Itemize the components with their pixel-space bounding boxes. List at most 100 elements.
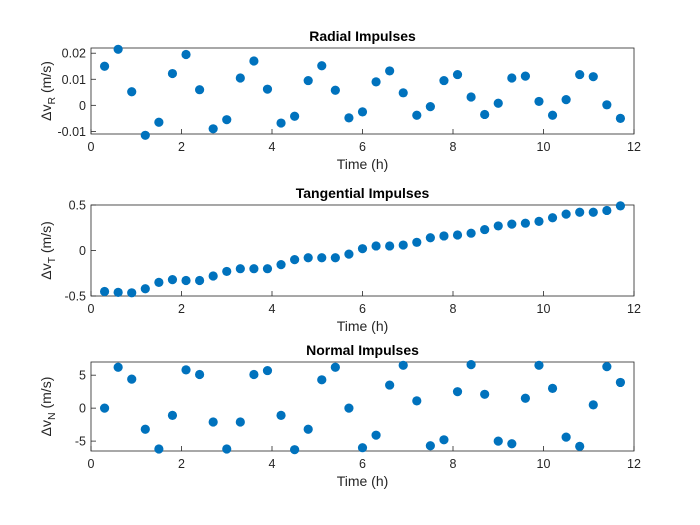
normal-x-tick-label: 8 [450,457,457,471]
normal-x-tick-label: 6 [359,457,366,471]
normal-chart-title: Normal Impulses [306,342,419,358]
normal-data-point [181,365,191,375]
tangential-data-point [262,264,273,274]
tangential-data-point [547,213,558,223]
normal-data-point [249,369,259,380]
normal-data-point [113,362,123,372]
radial-x-tick-label: 2 [178,140,185,154]
normal-data-point [547,383,558,393]
radial-data-point [127,87,137,97]
radial-chart-title: Radial Impulses [309,28,416,44]
radial-data-point [534,96,544,107]
radial-data-point [344,113,354,123]
tangential-x-axis-label: Time (h) [337,318,389,334]
tangential-y-axis-label: ΔvT (m/s) [38,221,58,280]
radial-x-tick-label: 0 [88,140,95,154]
radial-data-point [412,110,422,120]
tangential-data-point [208,271,218,281]
tangential-data-point [507,219,517,229]
normal-data-point [167,410,178,420]
tangential-y-axis-label-subscript: T [46,256,58,263]
tangential-data-point [222,266,232,277]
normal-axes-frame [90,361,635,452]
normal-data-point [615,377,626,388]
tangential-data-point [113,287,123,297]
radial-x-tick-label: 6 [359,140,366,154]
tangential-data-point [425,233,435,243]
radial-x-tick-label: 8 [450,140,457,154]
tangential-x-tick-label: 6 [359,302,366,316]
normal-data-point [412,396,422,406]
normal-data-point [385,380,395,390]
radial-data-point [208,124,218,134]
radial-data-point [398,88,408,98]
normal-x-axis-label: Time (h) [337,473,389,489]
tangential-data-point [493,221,503,231]
normal-x-tick-label: 0 [88,457,95,471]
tangential-y-axis-label-unit: (m/s) [38,221,54,257]
tangential-data-point [249,264,259,274]
tangential-data-point [330,253,340,263]
tangential-data-point [615,201,626,211]
tangential-data-point [575,207,585,217]
tangential-data-point [127,288,137,298]
normal-data-point [140,424,150,434]
radial-data-point [357,107,368,117]
radial-data-point [195,85,205,95]
radial-data-point [507,73,517,83]
normal-y-axis-label: ΔvN (m/s) [38,377,58,437]
radial-data-point [99,61,110,71]
radial-data-point [385,66,395,76]
radial-axes-frame [90,47,635,135]
tangential-data-point [195,275,205,286]
radial-data-point [452,69,463,80]
tangential-data-point [344,249,354,259]
radial-y-tick-label: 0.02 [62,47,86,61]
normal-x-tick-label: 4 [269,457,276,471]
normal-data-point [330,362,340,372]
tangential-data-point [439,231,449,241]
radial-data-point [520,71,531,81]
normal-x-tick-label: 2 [178,457,185,471]
normal-data-point [222,444,232,454]
tangential-data-point [167,275,178,285]
tangential-data-point [154,277,164,287]
normal-data-point [466,360,476,370]
normal-data-point [534,360,544,370]
tangential-y-axis-label-base: Δv [38,263,54,279]
normal-y-axis-label-subscript: N [46,412,58,420]
normal-data-point [588,400,598,410]
normal-data-point [317,375,327,385]
radial-y-axis-label-base: Δv [38,105,54,121]
normal-data-point [154,444,164,454]
radial-data-point [602,100,612,110]
radial-data-point [167,68,178,79]
normal-data-point [235,417,245,427]
normal-data-point [262,365,273,376]
tangential-data-point [140,284,150,294]
tangential-data-point [520,218,531,228]
tangential-data-point [561,209,571,219]
tangential-data-point [602,205,612,216]
tangential-data-point [588,207,598,217]
radial-y-tick-label: -0.01 [58,125,87,139]
normal-data-point [208,417,218,427]
normal-data-point [439,435,449,445]
radial-data-point [588,72,598,82]
radial-y-tick-label: 0 [79,99,86,113]
radial-data-point [480,109,490,120]
normal-data-point [520,393,531,403]
tangential-data-point [181,275,191,286]
normal-y-axis-label-base: Δv [38,420,54,436]
radial-data-point [439,75,449,86]
tangential-data-point [235,264,245,274]
normal-y-tick-label: 5 [79,369,86,383]
tangential-chart-title: Tangential Impulses [296,185,430,201]
normal-y-tick-label: -5 [75,435,86,449]
normal-data-point [127,374,137,384]
normal-x-tick-label: 10 [537,457,551,471]
tangential-x-tick-label: 2 [178,302,185,316]
